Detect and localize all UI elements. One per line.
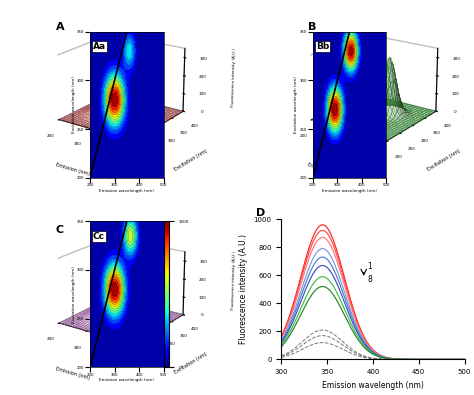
- Text: D: D: [255, 209, 265, 218]
- X-axis label: Emission (nm): Emission (nm): [55, 162, 90, 177]
- Y-axis label: Excitation (nm): Excitation (nm): [174, 149, 209, 172]
- Text: B: B: [309, 22, 317, 32]
- X-axis label: Emission wavelength (nm): Emission wavelength (nm): [322, 381, 424, 390]
- Text: Bb: Bb: [316, 42, 329, 51]
- Text: A: A: [55, 22, 64, 32]
- Text: 8: 8: [367, 275, 372, 284]
- Text: Aa: Aa: [93, 42, 106, 51]
- Text: Cc: Cc: [93, 232, 105, 241]
- X-axis label: Emission wavelength (nm): Emission wavelength (nm): [100, 189, 154, 193]
- X-axis label: Emission wavelength (nm): Emission wavelength (nm): [100, 378, 154, 382]
- X-axis label: Emission wavelength (nm): Emission wavelength (nm): [322, 189, 377, 193]
- X-axis label: Emission (nm): Emission (nm): [55, 366, 90, 380]
- Text: C: C: [55, 225, 64, 235]
- Y-axis label: Excitation wavelength (nm): Excitation wavelength (nm): [72, 76, 76, 133]
- Y-axis label: Excitation (nm): Excitation (nm): [427, 149, 462, 172]
- Y-axis label: Excitation wavelength (nm): Excitation wavelength (nm): [72, 266, 76, 323]
- Y-axis label: Fluorescence intensity (A.U.): Fluorescence intensity (A.U.): [239, 234, 248, 344]
- X-axis label: Emission (nm): Emission (nm): [308, 162, 343, 177]
- Y-axis label: Excitation wavelength (nm): Excitation wavelength (nm): [294, 76, 299, 133]
- Text: 1: 1: [367, 262, 372, 271]
- Y-axis label: Excitation (nm): Excitation (nm): [174, 352, 209, 376]
